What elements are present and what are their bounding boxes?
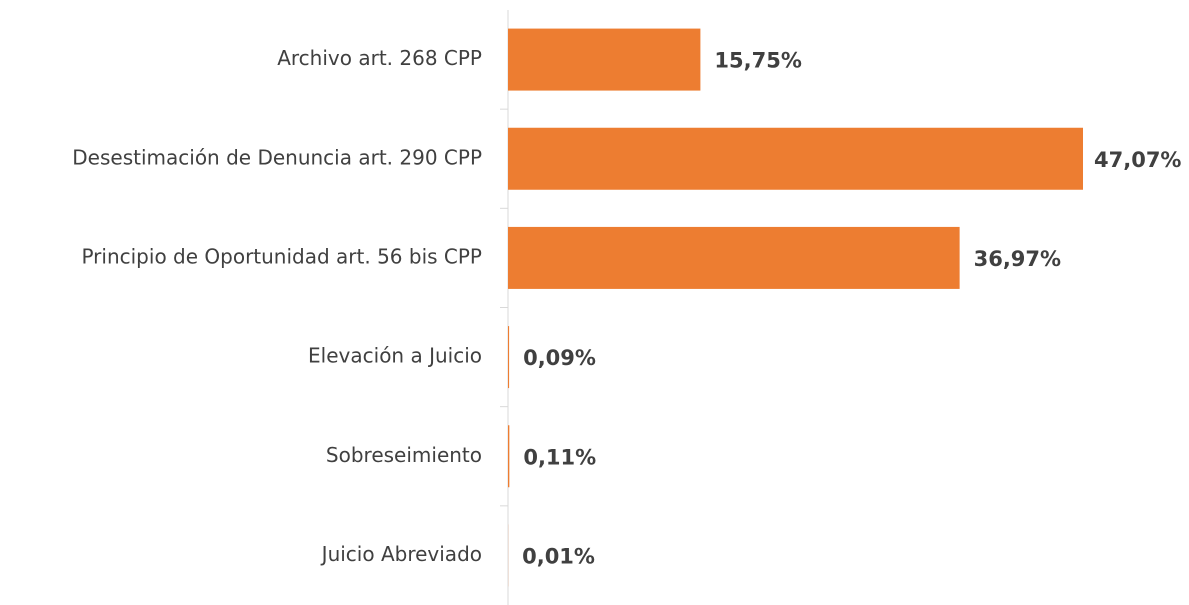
category-label: Archivo art. 268 CPP — [277, 46, 482, 70]
value-label: 36,97% — [974, 247, 1061, 271]
value-label: 0,09% — [523, 346, 596, 370]
value-label: 15,75% — [714, 49, 801, 73]
category-label: Juicio Abreviado — [320, 542, 482, 566]
category-label: Sobreseimiento — [326, 443, 482, 467]
category-label: Principio de Oportunidad art. 56 bis CPP — [81, 244, 482, 268]
bar — [508, 28, 701, 91]
value-label: 0,11% — [523, 445, 596, 469]
category-label: Elevación a Juicio — [308, 344, 482, 368]
bar — [508, 326, 510, 389]
bar — [508, 226, 960, 289]
value-label: 47,07% — [1094, 148, 1181, 172]
bar — [508, 425, 510, 488]
value-label: 0,01% — [522, 544, 595, 568]
category-label: Desestimación de Denuncia art. 290 CPP — [72, 145, 482, 169]
bar — [508, 127, 1083, 190]
